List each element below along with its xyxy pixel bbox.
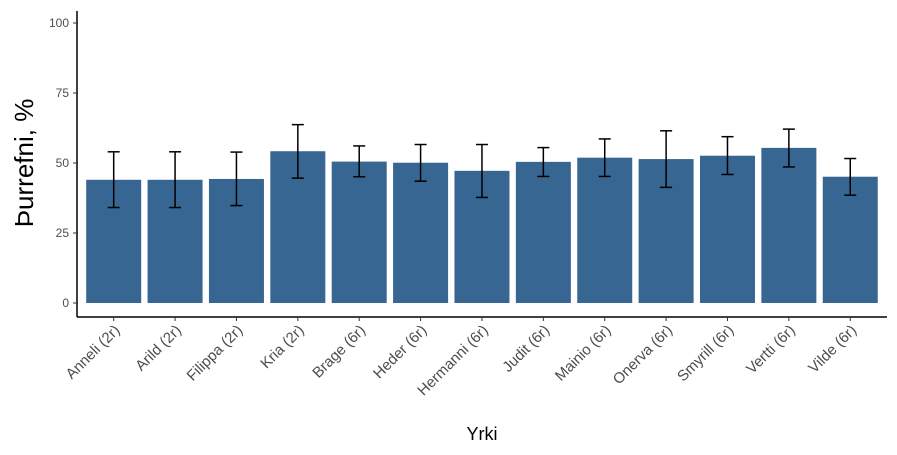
error-bars-group (107, 123, 857, 209)
bar (393, 162, 449, 303)
y-tick-label: 25 (56, 226, 70, 240)
y-tick-label: 0 (62, 296, 69, 310)
x-tick-label: Anneli (2r) (63, 322, 124, 383)
error-bar (721, 135, 734, 176)
error-bar (475, 143, 488, 199)
y-axis-ticks: 0 25 50 75 100 (49, 16, 77, 310)
error-bar (291, 123, 304, 179)
x-tick-label: Kria (2r) (257, 322, 307, 372)
x-tick-label: Vertti (6r) (743, 322, 799, 378)
error-bar (844, 157, 857, 196)
bar (331, 161, 387, 303)
x-tick-label: Arild (2r) (132, 322, 185, 375)
error-bar (169, 151, 182, 209)
bar (515, 161, 571, 303)
error-bar (107, 151, 120, 209)
x-tick-label: Filippa (2r) (184, 322, 247, 385)
x-tick-label: Vilde (6r) (805, 322, 860, 377)
error-bar (230, 151, 243, 207)
bar (699, 155, 755, 303)
error-bar (353, 145, 366, 178)
bar (761, 147, 817, 303)
x-axis-title: Yrki (467, 424, 498, 444)
x-tick-label: Brage (6r) (309, 322, 369, 382)
x-tick-label: Mainio (6r) (552, 322, 615, 385)
bars-group (86, 147, 878, 303)
x-tick-label: Heder (6r) (370, 322, 430, 382)
error-bar (414, 143, 427, 182)
error-bar (660, 130, 673, 189)
y-tick-label: 100 (49, 16, 69, 30)
bar (822, 176, 878, 303)
error-bar (537, 146, 550, 178)
x-tick-label: Onerva (6r) (610, 322, 676, 388)
y-tick-label: 50 (56, 156, 70, 170)
x-axis-ticks: Anneli (2r) Arild (2r)Filippa (2r) Kria (2… (63, 317, 860, 399)
x-tick-label: Judit (6r) (499, 322, 553, 376)
y-axis-title: Þurrefni, % (9, 99, 39, 228)
error-bar (782, 128, 795, 168)
y-tick-label: 75 (56, 86, 70, 100)
error-bar (598, 138, 611, 178)
x-tick-label: Smyrill (6r) (674, 322, 737, 385)
bar (577, 157, 633, 303)
